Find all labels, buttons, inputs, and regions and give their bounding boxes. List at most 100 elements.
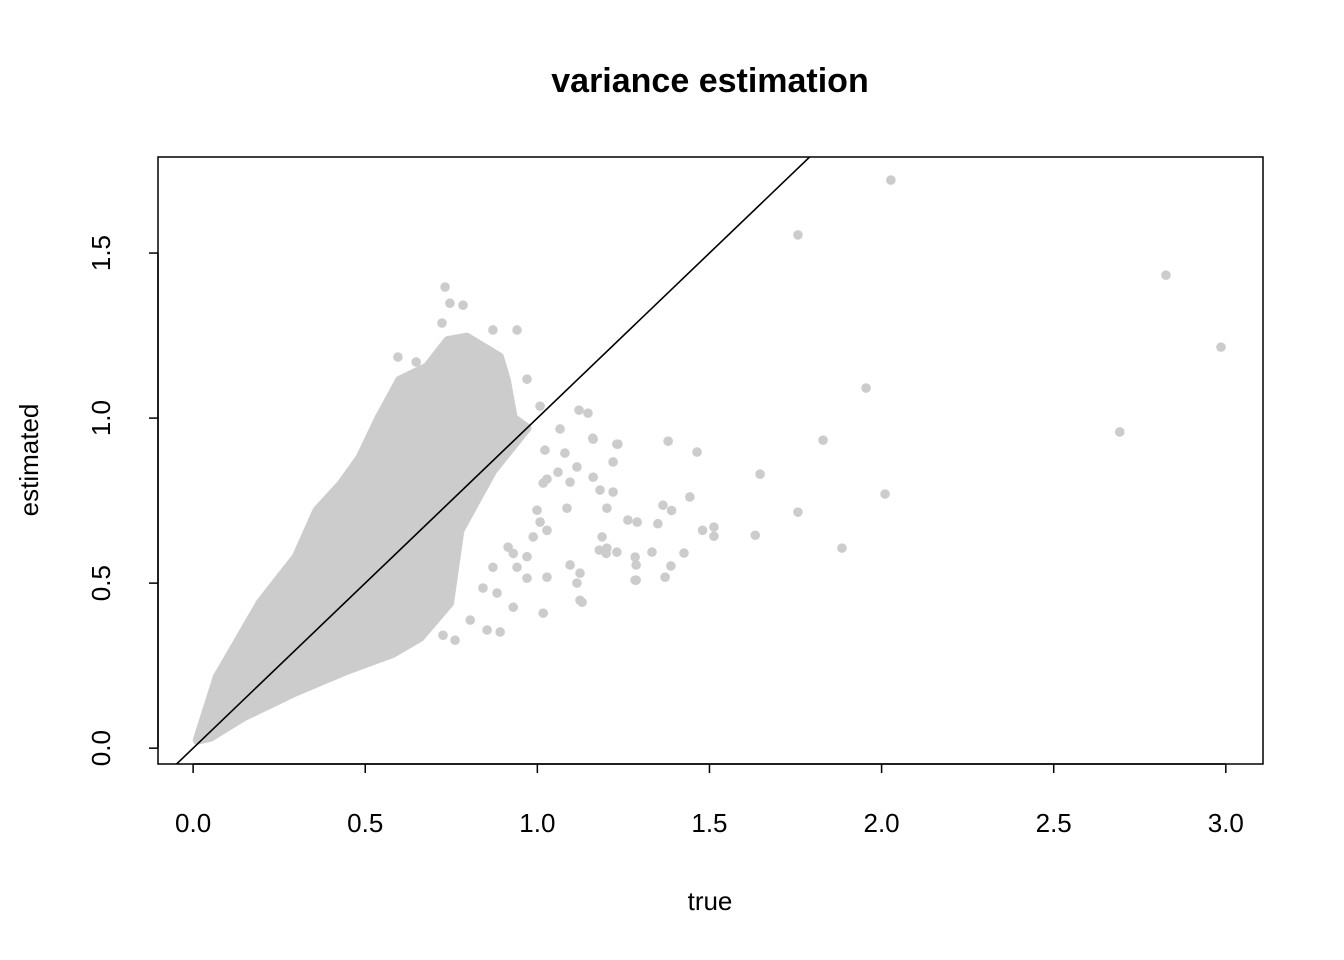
x-tick-label: 2.0 — [864, 808, 900, 838]
x-tick-label: 3.0 — [1208, 808, 1244, 838]
data-point — [793, 230, 803, 240]
x-tick-label: 0.5 — [347, 808, 383, 838]
data-point — [478, 583, 488, 593]
data-point — [1161, 270, 1171, 280]
x-tick-label: 2.5 — [1036, 808, 1072, 838]
y-tick-label: 0.5 — [86, 565, 116, 601]
data-point — [538, 608, 549, 618]
data-point — [542, 572, 552, 582]
chart-title: variance estimation — [551, 62, 868, 100]
data-point — [437, 318, 447, 328]
data-point — [542, 525, 552, 536]
data-point — [597, 532, 607, 542]
data-point — [709, 522, 719, 532]
data-point — [601, 548, 611, 559]
data-point — [818, 435, 828, 446]
data-point — [697, 525, 708, 536]
data-point — [535, 517, 545, 527]
data-point — [632, 517, 642, 527]
data-point — [630, 552, 640, 562]
data-point — [450, 635, 460, 646]
data-point — [522, 551, 532, 562]
x-tick-label: 0.0 — [175, 808, 211, 838]
data-point — [837, 543, 847, 553]
data-point — [512, 562, 522, 573]
data-point — [565, 477, 575, 487]
data-point — [488, 325, 498, 335]
data-point — [553, 467, 563, 478]
x-tick-label: 1.0 — [519, 808, 555, 838]
y-tick-label: 0.0 — [86, 730, 116, 766]
data-point — [658, 500, 668, 511]
data-point — [588, 472, 598, 482]
axes: 0.0 0.5 1.0 1.5 2.0 2.5 3.0 0.0 0.5 1.0 1.5 — [86, 235, 1244, 838]
y-tick-label: 1.5 — [86, 235, 116, 271]
data-point — [666, 561, 676, 571]
data-point — [685, 492, 695, 502]
data-point — [508, 602, 519, 613]
data-point — [750, 530, 761, 541]
data-point — [445, 298, 455, 309]
x-tick-label: 1.5 — [691, 808, 727, 838]
data-point — [458, 300, 468, 311]
data-point — [709, 531, 719, 542]
data-point — [562, 503, 572, 513]
data-point — [438, 630, 448, 641]
data-point — [583, 408, 593, 418]
data-point — [608, 457, 618, 467]
data-point — [679, 548, 689, 558]
data-point — [574, 405, 584, 415]
data-point — [575, 568, 585, 579]
data-point — [660, 572, 670, 582]
data-point — [602, 503, 612, 513]
data-point — [1114, 427, 1125, 437]
data-point — [488, 562, 498, 573]
data-point — [647, 547, 657, 557]
data-point — [595, 485, 605, 495]
data-point — [623, 515, 633, 525]
data-point — [465, 615, 476, 625]
x-axis-label: true — [688, 886, 733, 916]
data-point — [575, 595, 585, 606]
data-point — [538, 478, 549, 488]
data-point — [631, 560, 641, 570]
identity-line — [175, 157, 811, 764]
data-point — [522, 573, 532, 583]
data-point — [861, 383, 871, 393]
data-point — [393, 352, 403, 362]
data-point — [503, 542, 513, 552]
data-point — [391, 390, 402, 400]
dense-point-cloud — [192, 332, 532, 745]
data-point — [540, 445, 550, 455]
data-point — [587, 433, 598, 444]
y-tick-label: 1.0 — [86, 400, 116, 436]
data-point — [411, 357, 421, 367]
data-point — [522, 374, 532, 384]
data-point — [572, 578, 582, 588]
data-point — [572, 462, 582, 472]
data-point — [608, 487, 618, 497]
plot-marks — [175, 157, 1226, 764]
data-point — [528, 532, 539, 542]
data-point — [692, 447, 702, 457]
data-point — [631, 575, 641, 585]
y-axis-label: estimated — [14, 404, 44, 517]
data-point — [440, 282, 450, 292]
data-point — [880, 489, 890, 499]
data-point — [886, 175, 896, 185]
data-point — [532, 505, 542, 515]
data-point — [535, 401, 545, 412]
data-point — [555, 424, 565, 434]
data-point — [653, 518, 663, 529]
data-point — [755, 469, 765, 479]
data-point — [666, 505, 677, 516]
data-point — [793, 507, 803, 517]
data-point — [495, 627, 505, 637]
data-point — [1216, 342, 1226, 352]
data-point — [482, 625, 492, 635]
data-point — [663, 436, 673, 446]
data-point — [512, 325, 522, 335]
data-point — [560, 448, 570, 458]
data-point — [613, 439, 623, 449]
